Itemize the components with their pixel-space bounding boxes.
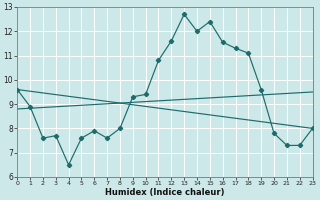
X-axis label: Humidex (Indice chaleur): Humidex (Indice chaleur)	[105, 188, 225, 197]
